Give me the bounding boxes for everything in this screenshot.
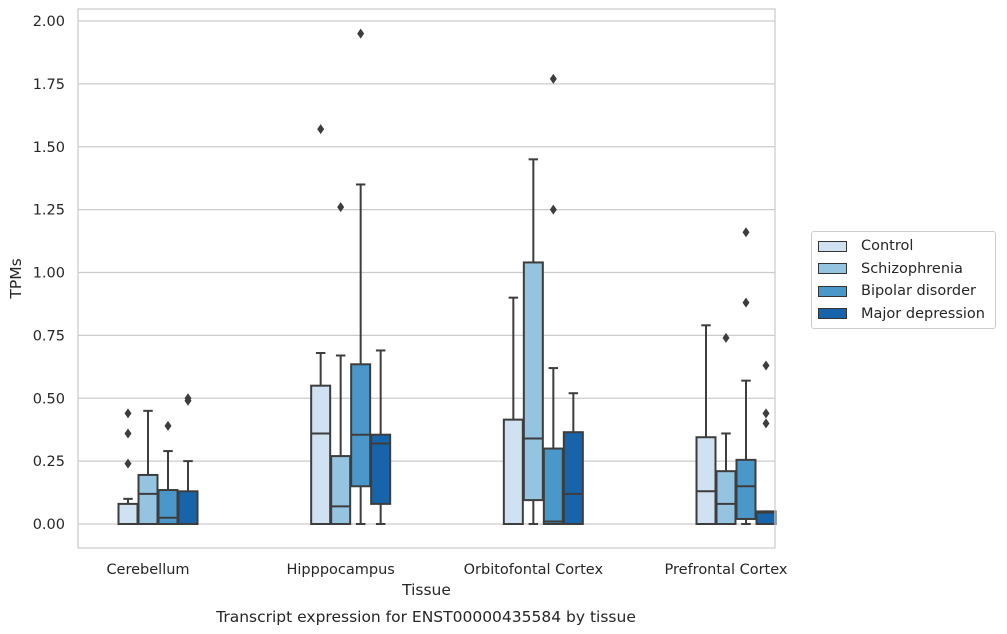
y-tick-label: 1.00	[33, 266, 65, 282]
y-axis-ticks: 0.00 0.25 0.50 0.75 1.00 1.25 1.50 1.75 2.00	[33, 14, 65, 533]
box-iqr	[117, 502, 139, 526]
y-tick-label: 2.00	[33, 14, 65, 30]
x-tick-label: Cerebellum	[106, 562, 189, 578]
boxes	[117, 28, 777, 526]
box-iqr	[502, 418, 524, 525]
box-group	[502, 296, 524, 525]
outlier-point	[762, 360, 770, 371]
legend-item: Bipolar disorder	[812, 280, 995, 303]
outlier-point	[317, 124, 325, 135]
y-tick-label: 0.00	[33, 517, 65, 533]
legend-swatch	[818, 285, 847, 297]
box-group	[310, 124, 332, 525]
outlier-point	[742, 227, 750, 238]
box-group	[137, 409, 159, 525]
outlier-point	[124, 408, 132, 419]
box-group	[715, 332, 737, 525]
box-iqr	[310, 384, 332, 525]
outlier-point	[762, 408, 770, 419]
outlier-point	[164, 420, 172, 431]
box-iqr	[735, 458, 757, 520]
legend-swatch	[818, 263, 847, 275]
outlier-point	[184, 393, 192, 404]
box-group	[542, 73, 564, 525]
outlier-point	[124, 428, 132, 439]
x-axis-label: Tissue	[401, 581, 451, 599]
legend-item: Major depression	[812, 303, 995, 326]
outlier-point	[357, 28, 365, 39]
box-group	[735, 227, 757, 525]
box-iqr	[350, 363, 372, 488]
box-iqr	[715, 470, 737, 525]
legend-swatch	[818, 240, 847, 252]
legend-label: Schizophrenia	[861, 260, 963, 277]
x-tick-label: Orbitofontal Cortex	[464, 562, 604, 578]
outlier-point	[549, 73, 557, 84]
legend-item: Schizophrenia	[812, 258, 995, 281]
chart-caption: Transcript expression for ENST0000043558…	[215, 608, 636, 626]
y-tick-label: 1.50	[33, 140, 65, 156]
x-tick-label: Hipppocampus	[286, 562, 394, 578]
box-iqr	[370, 433, 392, 505]
box-iqr	[522, 261, 544, 502]
box-group	[562, 392, 584, 526]
outlier-point	[337, 202, 345, 213]
outlier-point	[549, 204, 557, 215]
outlier-point	[762, 418, 770, 429]
box-group	[330, 202, 352, 525]
box-group	[522, 158, 544, 525]
outlier-point	[124, 458, 132, 469]
box-group	[695, 324, 717, 526]
x-tick-label: Prefrontal Cortex	[665, 562, 788, 578]
y-tick-label: 0.25	[33, 454, 65, 470]
box-iqr	[542, 447, 564, 525]
box-group	[350, 28, 372, 525]
box-group	[370, 349, 392, 525]
box-group	[177, 393, 199, 525]
legend: Control Schizophrenia Bipolar disorder Majo…	[811, 231, 996, 329]
legend-label: Bipolar disorder	[861, 283, 976, 300]
legend-label: Major depression	[861, 305, 985, 322]
box-group	[157, 420, 179, 525]
y-axis-label: TPMs	[7, 258, 25, 299]
y-tick-label: 0.75	[33, 328, 65, 344]
plot-frame	[77, 8, 776, 549]
y-tick-label: 1.75	[33, 77, 65, 93]
box-iqr	[695, 436, 717, 526]
gridlines	[78, 20, 775, 525]
legend-swatch	[818, 308, 847, 320]
box-group	[755, 360, 777, 525]
outlier-point	[742, 297, 750, 308]
legend-label: Control	[861, 238, 914, 255]
box-iqr	[177, 490, 199, 525]
box-iqr	[330, 455, 352, 525]
y-tick-label: 1.25	[33, 203, 65, 219]
box-iqr	[562, 431, 584, 526]
outlier-point	[722, 332, 730, 343]
legend-item: Control	[812, 235, 995, 258]
box-iqr	[157, 489, 179, 525]
y-tick-label: 0.50	[33, 391, 65, 407]
box-iqr	[137, 473, 159, 525]
x-axis-ticks: Cerebellum Hipppocampus Orbitofontal Corte…	[106, 562, 787, 578]
box-group	[117, 408, 139, 526]
